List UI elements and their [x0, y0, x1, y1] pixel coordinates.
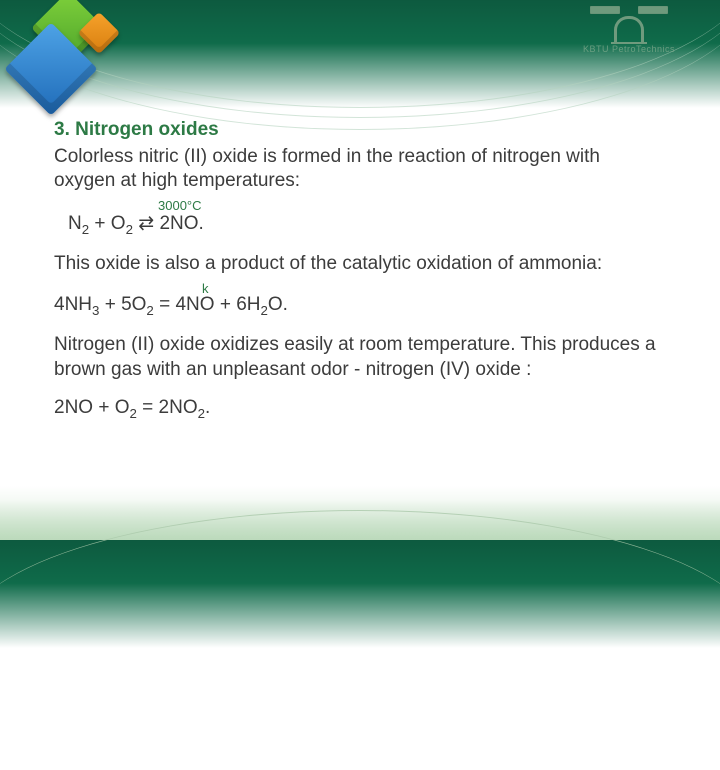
- eq3-sub: 2: [130, 406, 137, 421]
- eq3-part: 2NO + O: [54, 397, 130, 418]
- paragraph-2: This oxide is also a product of the cata…: [54, 252, 666, 277]
- eq1-part: N: [68, 213, 82, 234]
- footer-band: [0, 500, 720, 540]
- logo-arch-icon: [614, 16, 644, 42]
- decorative-cubes: [12, 0, 132, 120]
- eq1-sub: 2: [126, 222, 133, 237]
- cube-orange: [78, 12, 120, 54]
- slide-body: 3. Nitrogen oxides Colorless nitric (II)…: [54, 118, 666, 432]
- equation-2-condition: k: [202, 281, 209, 298]
- eq2-part: 4NH: [54, 294, 92, 315]
- cube-green: [31, 0, 105, 65]
- eq3-part: = 2NO: [137, 397, 198, 418]
- intro-paragraph: Colorless nitric (II) oxide is formed in…: [54, 145, 666, 194]
- eq1-arrow: ⇄: [133, 213, 159, 234]
- logo-text: KBTU PetroTechnics: [574, 44, 684, 54]
- equation-2: k 4NH3 + 5O2 = 4NO + 6H2O.: [54, 293, 666, 319]
- equation-3: 2NO + O2 = 2NO2.: [54, 396, 666, 422]
- section-heading: 3. Nitrogen oxides: [54, 118, 666, 143]
- eq2-sub: 2: [146, 303, 153, 318]
- equation-1: 3000°C N2 + О2 ⇄ 2NO.: [54, 212, 666, 238]
- eq3-sub: 2: [198, 406, 205, 421]
- eq1-part: + О: [89, 213, 125, 234]
- eq2-sub: 2: [261, 303, 268, 318]
- paragraph-3: Nitrogen (II) oxide oxidizes easily at r…: [54, 333, 666, 382]
- logo-bars: [574, 6, 684, 14]
- cube-blue: [4, 22, 97, 115]
- header-logo: KBTU PetroTechnics: [574, 6, 684, 54]
- equation-1-condition: 3000°C: [158, 198, 202, 215]
- eq2-part: + 5O: [99, 294, 146, 315]
- eq2-part: O.: [268, 294, 288, 315]
- eq2-part: 4NO + 6H: [175, 294, 260, 315]
- eq3-part: .: [205, 397, 210, 418]
- eq2-eq: =: [154, 294, 176, 315]
- eq1-rhs: 2NO.: [159, 213, 203, 234]
